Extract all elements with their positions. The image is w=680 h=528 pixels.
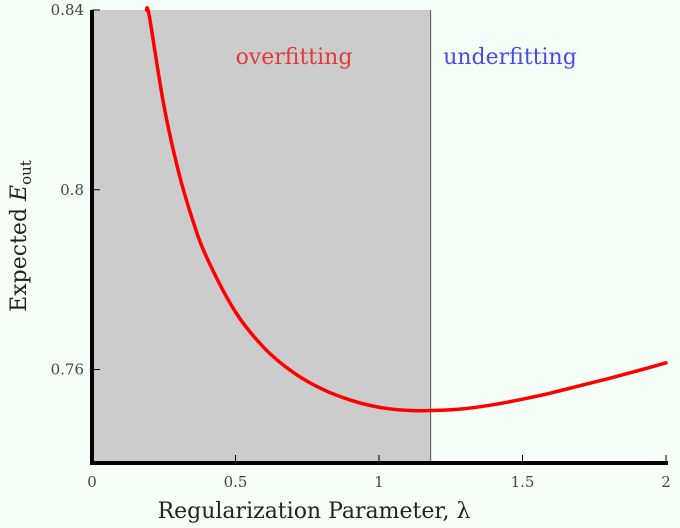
expected-eout-curve [144, 6, 668, 413]
x-tick-label: 1 [374, 473, 384, 491]
underfitting-label: underfitting [443, 45, 577, 70]
x-axis-title: Regularization Parameter, λ [158, 499, 471, 524]
x-tick-label: 1.5 [511, 473, 535, 491]
y-axis-title-subscript: out [17, 160, 35, 185]
y-tick-label: 0.76 [51, 361, 84, 379]
overfitting-label: overfitting [236, 45, 353, 70]
y-axis-title: Expected Eout [7, 160, 35, 312]
y-tick-label: 0.8 [60, 181, 84, 199]
y-axis-title-symbol: E [7, 185, 32, 202]
x-tick-label: 0 [87, 473, 97, 491]
x-tick-label: 2 [661, 473, 671, 491]
shaded-overfitting-region [92, 10, 431, 463]
y-tick-label: 0.84 [51, 1, 84, 19]
y-axis-title-prefix: Expected [7, 201, 32, 312]
x-tick-label: 0.5 [224, 473, 248, 491]
